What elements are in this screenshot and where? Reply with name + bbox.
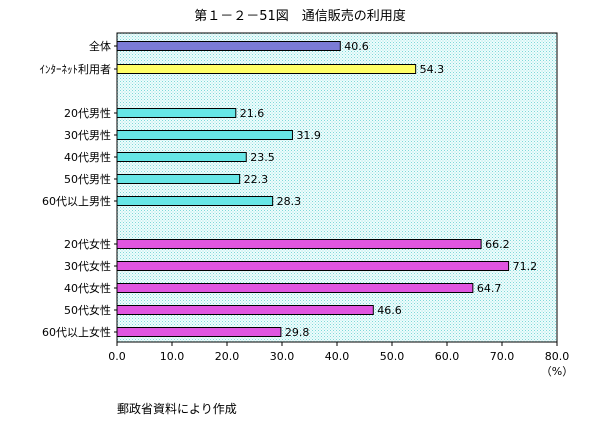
data-label: 31.9 bbox=[296, 129, 321, 142]
x-tick-label: 0.0 bbox=[108, 350, 126, 363]
plot-area bbox=[116, 32, 558, 343]
bar bbox=[116, 130, 293, 140]
category-label: 20代男性 bbox=[64, 106, 111, 120]
bar bbox=[116, 283, 474, 293]
bar bbox=[116, 108, 237, 118]
source-note: 郵政省資料により作成 bbox=[117, 402, 237, 416]
category-label: 60代以上男性 bbox=[42, 194, 111, 208]
category-label: 40代女性 bbox=[64, 281, 111, 295]
category-label: ｲﾝﾀｰﾈｯﾄ利用者 bbox=[40, 63, 112, 76]
data-label: 21.6 bbox=[240, 107, 264, 120]
bar bbox=[116, 152, 247, 162]
bar bbox=[116, 327, 282, 337]
unit-label: （%） bbox=[541, 365, 573, 378]
chart-title: 第１－２－51図 通信販売の利用度 bbox=[194, 9, 406, 24]
x-tick-label: 30.0 bbox=[270, 350, 295, 363]
bar bbox=[116, 196, 274, 206]
x-tick-label: 60.0 bbox=[435, 350, 460, 363]
data-label: 22.3 bbox=[244, 173, 269, 186]
data-label: 40.6 bbox=[344, 40, 369, 53]
bar bbox=[116, 261, 510, 271]
category-label: 60代以上女性 bbox=[42, 325, 111, 339]
x-tick-label: 10.0 bbox=[160, 350, 185, 363]
bar bbox=[116, 41, 341, 51]
category-label: 全体 bbox=[89, 39, 111, 53]
data-label: 71.2 bbox=[513, 260, 538, 273]
category-label: 50代女性 bbox=[64, 303, 111, 317]
x-tick-label: 50.0 bbox=[380, 350, 405, 363]
category-label: 50代男性 bbox=[64, 172, 111, 186]
category-label: 40代男性 bbox=[64, 150, 111, 164]
data-label: 64.7 bbox=[477, 282, 502, 295]
data-label: 29.8 bbox=[285, 326, 310, 339]
data-label: 28.3 bbox=[277, 195, 302, 208]
category-label: 30代女性 bbox=[64, 259, 111, 273]
bar bbox=[116, 305, 374, 315]
x-tick-label: 20.0 bbox=[215, 350, 240, 363]
category-label: 20代女性 bbox=[64, 237, 111, 251]
x-tick-label: 40.0 bbox=[325, 350, 350, 363]
data-label: 54.3 bbox=[420, 63, 445, 76]
data-label: 23.5 bbox=[250, 151, 275, 164]
bar bbox=[116, 239, 482, 249]
bar bbox=[116, 64, 417, 74]
bar bbox=[116, 174, 241, 184]
data-label: 66.2 bbox=[485, 238, 510, 251]
x-tick-label: 70.0 bbox=[490, 350, 515, 363]
x-tick-label: 80.0 bbox=[545, 350, 570, 363]
data-label: 46.6 bbox=[377, 304, 402, 317]
category-label: 30代男性 bbox=[64, 128, 111, 142]
